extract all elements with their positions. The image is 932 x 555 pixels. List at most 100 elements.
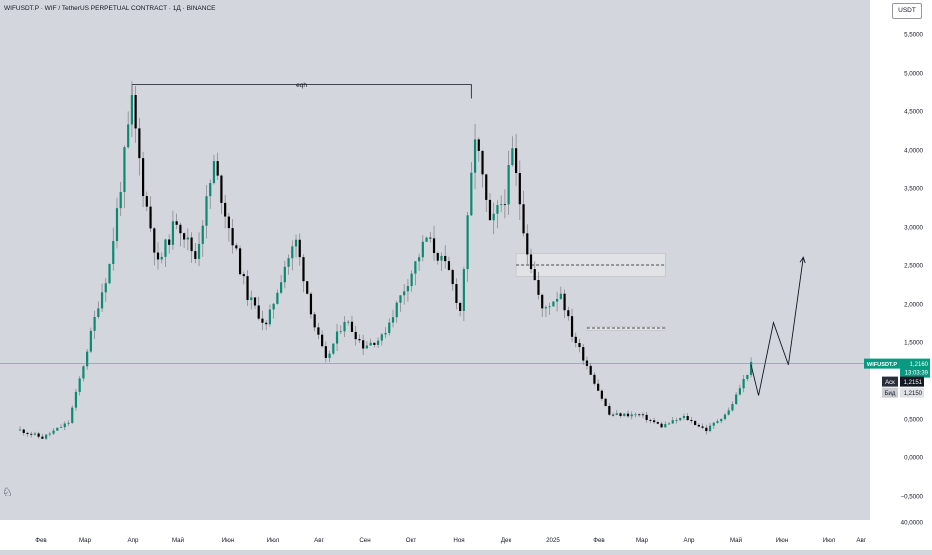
candle-body (697, 424, 700, 427)
candle-body (86, 351, 89, 367)
candle-body (667, 423, 671, 425)
candle-body (473, 139, 477, 173)
candle-body (156, 252, 160, 260)
x-tick-label: Апр (128, 537, 139, 544)
candle-body (179, 224, 182, 234)
candle-body (123, 147, 126, 192)
candle-body (567, 310, 570, 317)
candle-body (459, 302, 462, 311)
symbol-tag (864, 358, 900, 369)
candle-body (701, 426, 704, 428)
candle-body (593, 374, 596, 384)
candle-body (440, 255, 443, 261)
candle-body (466, 215, 469, 270)
x-tick-label: Июл (267, 537, 280, 544)
candle-body (138, 128, 141, 159)
projection-path (750, 257, 804, 396)
candle-body (578, 342, 581, 348)
candle-body (574, 336, 577, 343)
candle-body (235, 245, 238, 249)
candle-body (436, 253, 439, 261)
y-tick-label: 0,0000 (904, 455, 923, 462)
candle-body (33, 433, 37, 435)
candle-body (306, 281, 309, 294)
candle-body (324, 346, 327, 358)
candle-body (321, 334, 324, 347)
y-tick-label: 3,0000 (904, 225, 923, 232)
candle-body (660, 423, 663, 428)
candle-body (253, 297, 257, 306)
candle-body (339, 331, 342, 333)
candle-body (97, 308, 100, 317)
y-tick-label: 0,5000 (904, 417, 923, 424)
candle-body (216, 161, 219, 176)
candle-body (395, 302, 398, 318)
candle-body (369, 342, 372, 346)
plot-area (0, 0, 870, 520)
last-price-tag (900, 358, 930, 378)
candle-body (746, 374, 749, 379)
candle-body (720, 418, 723, 422)
candle-body (638, 414, 641, 416)
candle-body (45, 434, 48, 439)
candle-body (212, 161, 216, 184)
candle-body (675, 420, 678, 421)
candle-body (291, 246, 294, 259)
candle-body (600, 390, 603, 399)
candle-body (716, 421, 719, 423)
candle-body (78, 378, 81, 392)
candle-body (309, 293, 313, 315)
time-axis[interactable] (0, 520, 870, 550)
candle-body (429, 237, 432, 239)
candle-body (727, 410, 730, 415)
bid-price-tag (900, 387, 924, 398)
candle-body (376, 340, 380, 345)
x-tick-label: 2025 (546, 537, 560, 544)
candle-body (171, 221, 175, 245)
ask-price-label: 1,2151 (904, 380, 923, 386)
candle-body (186, 237, 189, 240)
candle-body (723, 414, 727, 419)
x-tick-label: Июн (222, 537, 235, 544)
candle-body (526, 233, 529, 255)
candle-body (246, 276, 249, 301)
candle-body (18, 429, 22, 431)
candle-body (257, 305, 260, 319)
candle-body (630, 414, 633, 417)
ask-price-tag (900, 376, 924, 387)
candle-body (556, 298, 559, 302)
candle-body (604, 398, 607, 407)
candle-body (26, 432, 29, 434)
x-tick-label: Авг (856, 537, 866, 544)
price-axis[interactable] (870, 0, 932, 550)
candle-body (145, 196, 148, 207)
candle-body (406, 286, 410, 292)
candle-body (552, 301, 555, 307)
candle-body (347, 321, 350, 323)
candle-body (447, 261, 451, 271)
candle-body (485, 174, 488, 200)
tradingview-logo-icon[interactable]: ♘ (2, 485, 13, 499)
candle-body (470, 172, 473, 216)
currency-button[interactable]: USDT (892, 3, 922, 19)
y-tick-label: 4,0000 (904, 148, 923, 155)
candle-body (589, 365, 592, 375)
candle-body (22, 429, 25, 433)
candle-body (160, 256, 163, 260)
candle-body (541, 294, 544, 309)
candle-body (570, 316, 574, 337)
candle-body (287, 258, 290, 267)
candle-body (492, 213, 495, 221)
candle-body (503, 204, 506, 206)
x-tick-label: Сен (359, 537, 370, 544)
candle-body (671, 420, 674, 424)
candle-body (209, 183, 212, 197)
candle-body (686, 415, 689, 421)
candle-body (354, 331, 357, 340)
y-tick-label: 40,0000 (901, 520, 924, 527)
candle-body (537, 280, 540, 295)
candle-body (276, 292, 279, 304)
candle-body (56, 427, 59, 431)
